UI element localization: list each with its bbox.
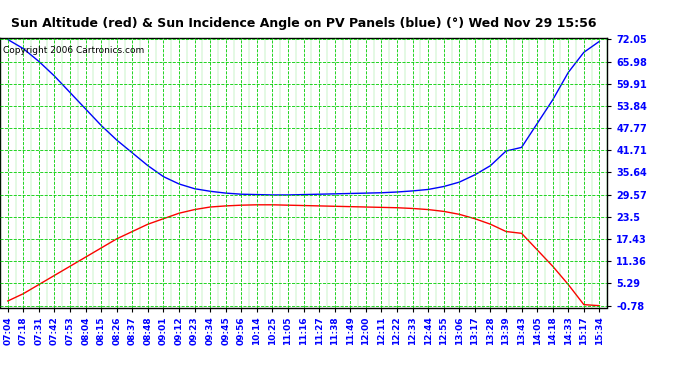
Text: Copyright 2006 Cartronics.com: Copyright 2006 Cartronics.com (3, 46, 144, 55)
Text: Sun Altitude (red) & Sun Incidence Angle on PV Panels (blue) (°) Wed Nov 29 15:5: Sun Altitude (red) & Sun Incidence Angle… (11, 17, 596, 30)
